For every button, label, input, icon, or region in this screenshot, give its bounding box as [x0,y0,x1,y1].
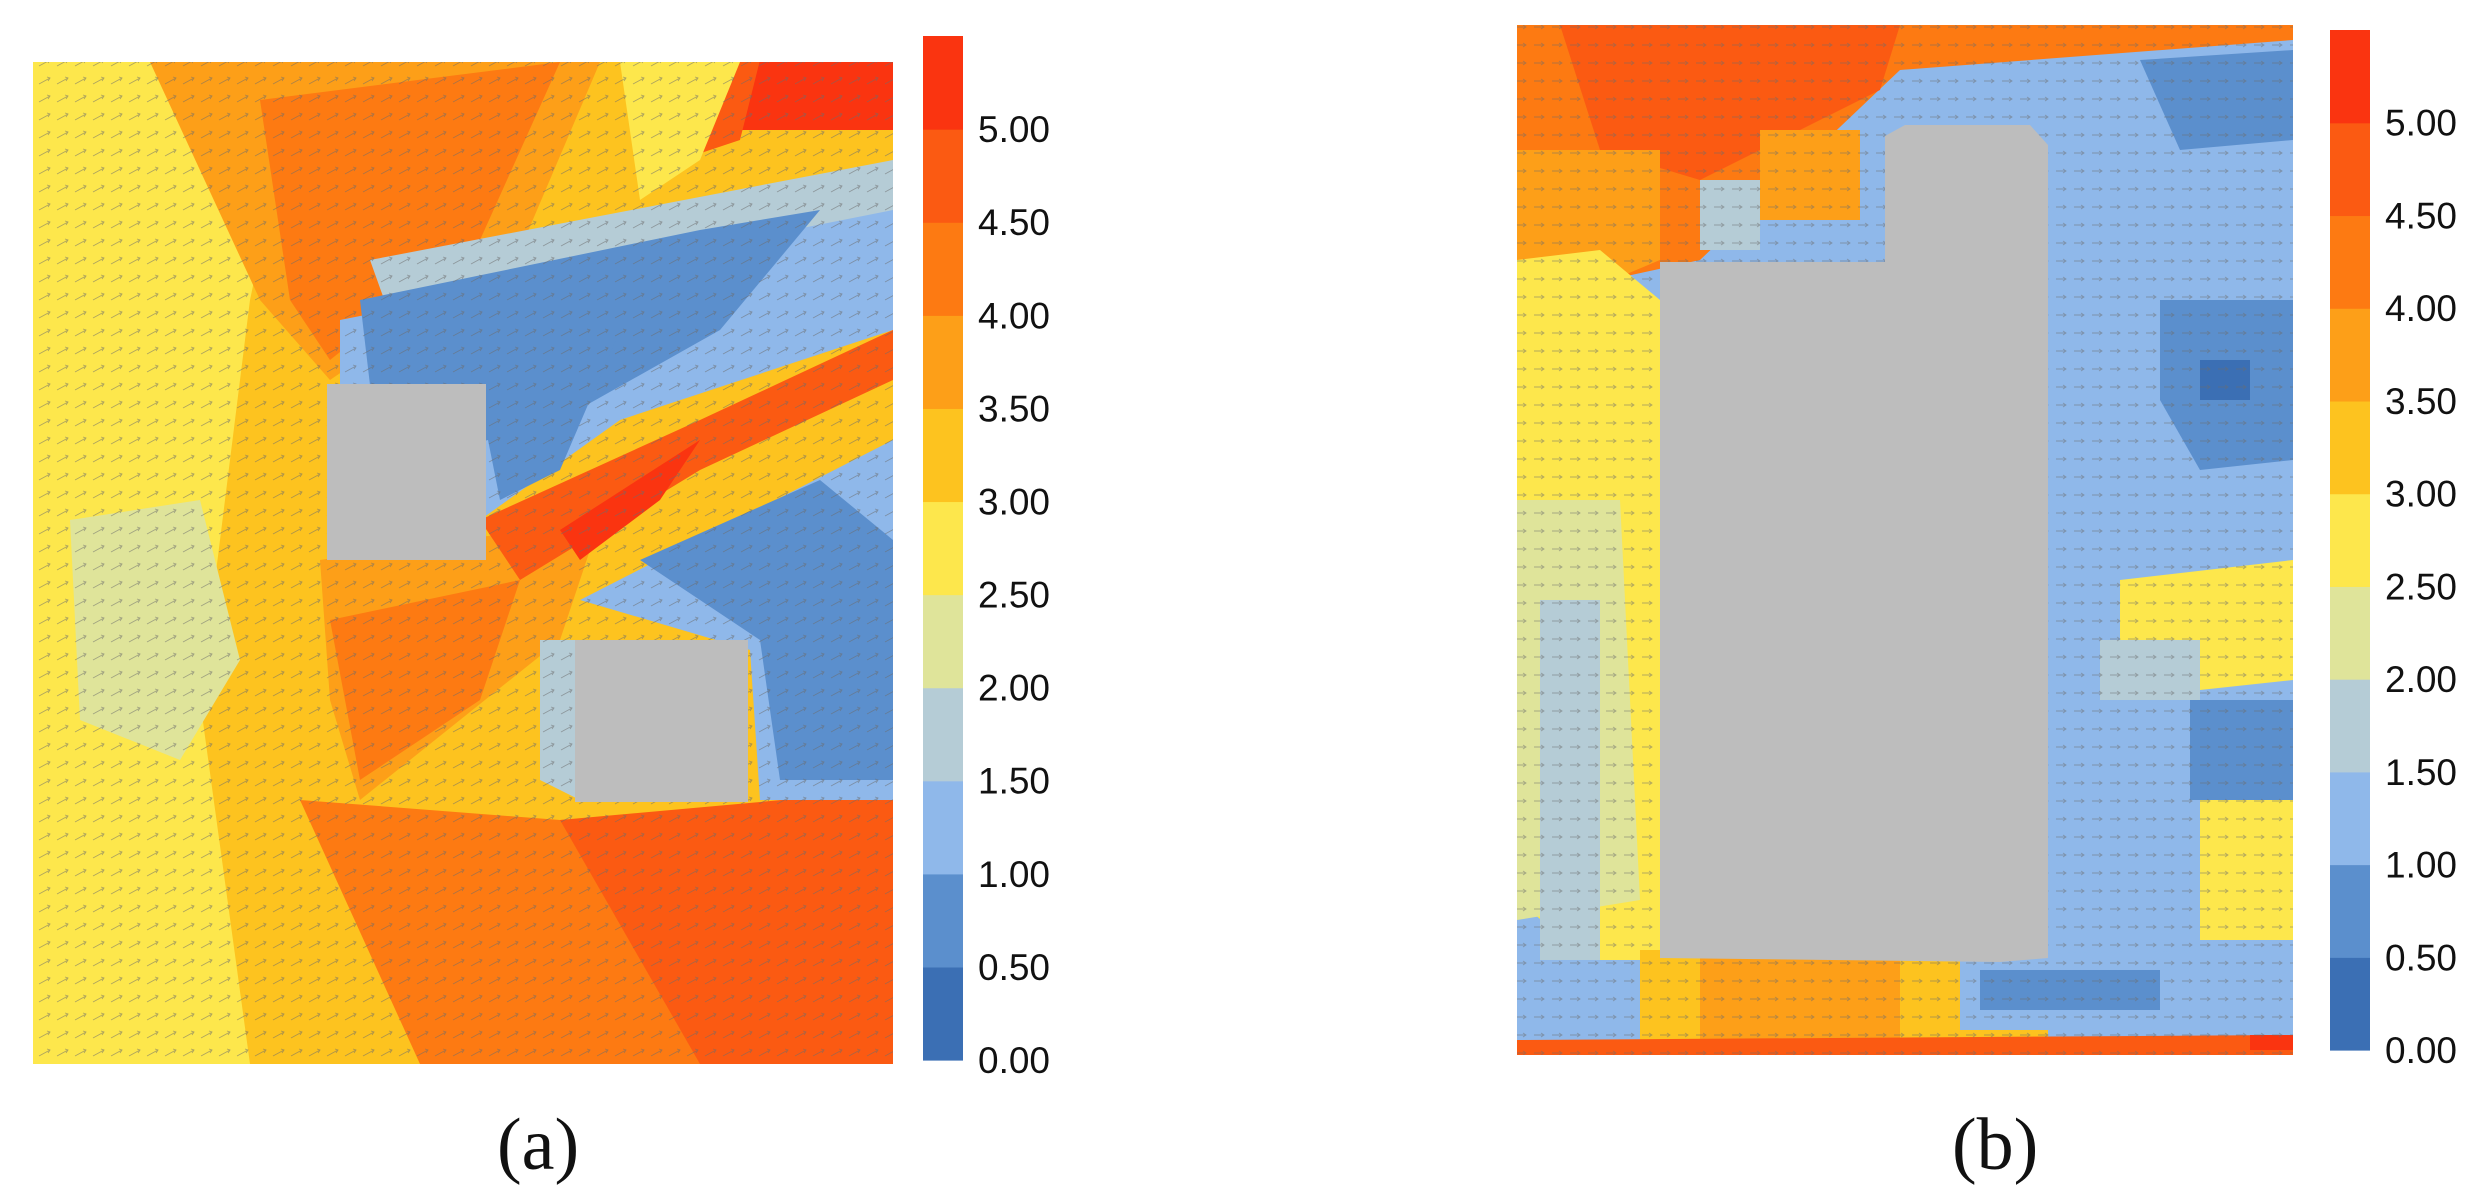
colorbar-a-tick-label: 1.50 [978,761,1050,802]
obstacle-a-2 [575,640,748,802]
colorbar-b-tick-label: 1.50 [2385,752,2457,793]
colorbar-b-swatch-4 [2330,586,2370,680]
obstacle-b-1 [1660,125,2048,962]
colorbar-b-tick-label: 4.00 [2385,288,2457,329]
colorbar-a-swatch-8 [923,222,963,316]
obstacle-a-1 [327,384,486,560]
colorbar-b-swatch-6 [2330,400,2370,495]
colorbar-a-swatch-9 [923,129,963,223]
caption-b: (b) [1952,1108,2038,1182]
colorbar-a-tick-label: 3.00 [978,481,1050,522]
colorbar-a-tick-label: 0.50 [978,947,1050,988]
colorbar-a-swatch-3 [923,687,963,782]
colorbar-b-tick-label: 5.00 [2385,103,2457,144]
colorbar-b-swatch-10 [2330,30,2370,124]
heatmap-a-field [33,62,893,1064]
colorbar-b-swatch-2 [2330,771,2370,866]
colorbar-a-swatch-6 [923,408,963,503]
colorbar-a-swatch-2 [923,780,963,875]
colorbar-b-tick-label: 3.50 [2385,381,2457,422]
colorbar-b-tick-label: 1.00 [2385,845,2457,886]
colorbar-a-swatch-4 [923,594,963,689]
colorbar-a-tick-label: 4.50 [978,202,1050,243]
colorbar-b-swatch-7 [2330,308,2370,402]
colorbar-a-swatch-0 [923,966,963,1061]
colorbar-a-swatch-10 [923,36,963,130]
colorbar-b-swatch-5 [2330,493,2370,587]
colorbar-b-swatch-1 [2330,864,2370,958]
colorbar-a-swatch-7 [923,315,963,409]
heatmap-a-vectors [33,62,893,1064]
colorbar-a-swatch-1 [923,873,963,968]
colorbar-a-tick-label: 4.00 [978,295,1050,336]
colorbar-a-tick-label: 0.00 [978,1040,1050,1081]
caption-a: (a) [497,1108,579,1182]
colorbar-a-swatch-5 [923,501,963,596]
colorbar-b-tick-label: 2.00 [2385,659,2457,700]
colorbar-a-tick-label: 2.50 [978,575,1050,616]
colorbar-a-tick-label: 3.50 [978,388,1050,429]
colorbar-b: 0.00 0.50 1.00 1.50 2.00 2.50 3.00 3.50 4.00 4.50… [2330,30,2457,1071]
colorbar-b-swatch-0 [2330,957,2370,1051]
colorbar-b-swatch-3 [2330,679,2370,773]
colorbar-a-tick-label: 2.00 [978,668,1050,709]
colorbar-a-tick-label: 5.00 [978,109,1050,150]
colorbar-b-swatch-8 [2330,215,2370,309]
colorbar-a: 0.00 0.50 1.00 1.50 2.00 2.50 3.00 3.50 4.00 4.50… [923,36,1050,1081]
caption-a-text: (a) [497,1104,580,1186]
colorbar-b-tick-label: 4.50 [2385,195,2457,236]
colorbar-b-tick-label: 3.00 [2385,474,2457,515]
heatmap-panel-b: 0.00 0.50 1.00 1.50 2.00 2.50 3.00 3.50 4.00 4.50… [1517,25,2457,1071]
colorbar-b-tick-label: 0.50 [2385,937,2457,978]
colorbar-b-swatch-9 [2330,122,2370,217]
heatmap-panel-a: 0.00 0.50 1.00 1.50 2.00 2.50 3.00 3.50 4.00 4.50… [33,36,1050,1081]
colorbar-a-tick-label: 1.00 [978,854,1050,895]
colorbar-b-tick-label: 0.00 [2385,1030,2457,1071]
caption-b-text: (b) [1952,1104,2039,1186]
colorbar-b-tick-label: 2.50 [2385,566,2457,607]
